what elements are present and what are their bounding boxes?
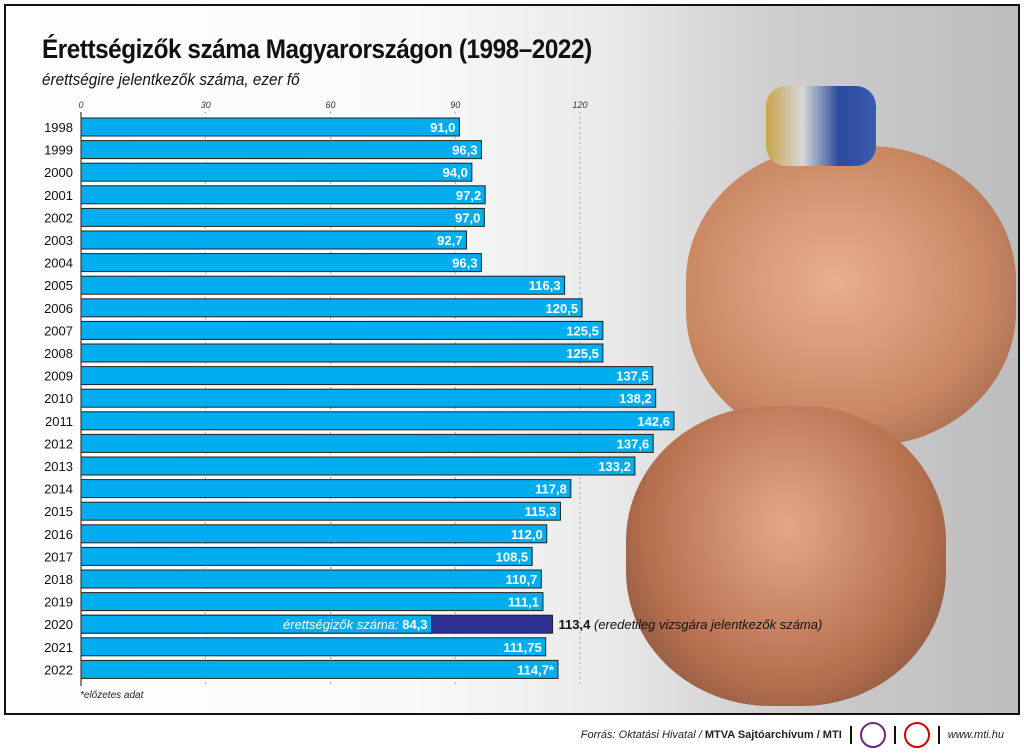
bar-value-label: 96,3 bbox=[452, 143, 477, 158]
y-tick-label: 2019 bbox=[44, 595, 73, 610]
bar bbox=[80, 230, 467, 250]
bar-value-label: 111,1 bbox=[508, 595, 539, 610]
bar bbox=[80, 320, 604, 340]
bar bbox=[80, 343, 604, 363]
bar-value-label: 125,5 bbox=[566, 323, 599, 338]
footnote: *előzetes adat bbox=[80, 690, 144, 701]
bar-chart: 0 30 60 90 120 1998 91,0 1999 96,3 2000 94,0 2001 97… bbox=[44, 100, 823, 686]
bar-value-label: 112,0 bbox=[511, 527, 543, 542]
source-bold: MTVA Sajtóarchívum / MTI bbox=[704, 729, 842, 741]
bar-2020-graduates bbox=[80, 614, 433, 634]
bar bbox=[80, 524, 548, 544]
y-tick-label: 2002 bbox=[44, 210, 73, 225]
bar-value-label: 133,2 bbox=[598, 459, 631, 474]
mti-logo-icon bbox=[903, 722, 930, 748]
bar bbox=[80, 592, 544, 612]
y-tick-label: 2013 bbox=[44, 459, 73, 474]
y-tick-label: 2010 bbox=[44, 391, 73, 406]
bar bbox=[80, 162, 473, 182]
bar-value-label: 91,0 bbox=[430, 120, 455, 135]
bar bbox=[80, 253, 482, 273]
bar bbox=[80, 207, 485, 227]
chart-title: Érettségizők száma Magyarországon (1998–… bbox=[42, 34, 592, 64]
website-link[interactable]: www.mti.hu bbox=[947, 729, 1004, 741]
y-tick-label: 2008 bbox=[44, 346, 73, 361]
bar-value-label: 97,2 bbox=[456, 188, 481, 203]
bar-value-label: 138,2 bbox=[619, 391, 652, 406]
bar bbox=[80, 117, 460, 137]
bar-value-label: 137,5 bbox=[616, 369, 649, 384]
bar bbox=[80, 140, 482, 160]
bar bbox=[80, 501, 561, 521]
bar bbox=[80, 298, 583, 318]
y-tick-label: 2015 bbox=[44, 504, 73, 519]
bar-value-label: 111,75 bbox=[503, 640, 541, 655]
y-tick-label: 2017 bbox=[44, 549, 73, 564]
bar-value-label: 117,8 bbox=[535, 482, 567, 497]
bar-label-2020-graduates: érettségizők száma: 84,3 bbox=[283, 617, 428, 632]
bar bbox=[80, 637, 547, 657]
y-tick-label: 1999 bbox=[44, 143, 73, 158]
bar-value-label: 94,0 bbox=[443, 165, 468, 180]
y-tick-label: 2011 bbox=[45, 414, 73, 429]
hands-photo-lower bbox=[626, 406, 946, 706]
y-tick-label: 2020 bbox=[44, 617, 73, 632]
bar-value-label: 110,7 bbox=[505, 572, 537, 587]
bar bbox=[80, 185, 486, 205]
pens-photo bbox=[766, 86, 876, 166]
bar bbox=[80, 456, 636, 476]
y-tick-label: 2012 bbox=[44, 436, 73, 451]
mtva-logo-icon bbox=[859, 722, 886, 748]
hands-photo bbox=[686, 146, 1016, 446]
y-tick-label: 2001 bbox=[44, 188, 73, 203]
chart-subtitle: érettségire jelentkezők száma, ezer fő bbox=[42, 70, 300, 89]
bar-value-label: 108,5 bbox=[496, 549, 529, 564]
y-tick-label: 2005 bbox=[44, 278, 73, 293]
bar-label-2020-applicants: 113,4 (eredetileg vizsgára jelentkezők s… bbox=[559, 617, 823, 632]
y-tick-label: 2003 bbox=[44, 233, 73, 248]
divider bbox=[937, 726, 940, 744]
y-tick-label: 2006 bbox=[44, 301, 73, 316]
bar bbox=[80, 388, 657, 408]
divider bbox=[893, 726, 896, 744]
bar bbox=[80, 366, 654, 386]
divider bbox=[849, 726, 852, 744]
bar-value-label: 97,0 bbox=[455, 210, 480, 225]
y-tick-label: 2009 bbox=[44, 369, 73, 384]
bar bbox=[80, 433, 654, 453]
y-tick-label: 2018 bbox=[44, 572, 73, 587]
bar bbox=[80, 411, 675, 431]
y-tick-label: 2007 bbox=[44, 323, 73, 338]
bar-value-label: 115,3 bbox=[525, 504, 557, 519]
x-tick-label: 120 bbox=[572, 100, 587, 110]
x-tick-label: 60 bbox=[325, 100, 335, 110]
bar bbox=[80, 479, 572, 499]
bar-value-label: 96,3 bbox=[452, 256, 477, 271]
bar-value-label: 125,5 bbox=[566, 346, 599, 361]
y-tick-label: 2021 bbox=[44, 640, 73, 655]
footer: Forrás: Oktatási Hivatal / MTVA Sajtóarc… bbox=[581, 722, 1004, 748]
bar bbox=[80, 546, 533, 566]
bar-value-label: 120,5 bbox=[546, 301, 579, 316]
bar bbox=[80, 275, 566, 295]
y-tick-label: 2014 bbox=[44, 482, 73, 497]
y-tick-label: 2016 bbox=[44, 527, 73, 542]
x-tick-label: 0 bbox=[78, 100, 83, 110]
bar-value-label: 114,7* bbox=[517, 662, 555, 677]
source-label: Forrás: Oktatási Hivatal / bbox=[580, 729, 705, 741]
bar-value-label: 142,6 bbox=[637, 414, 670, 429]
bar bbox=[80, 659, 559, 679]
y-tick-label: 2022 bbox=[44, 662, 73, 677]
bar bbox=[80, 569, 542, 589]
bar-value-label: 137,6 bbox=[617, 436, 650, 451]
source-text: Forrás: Oktatási Hivatal / MTVA Sajtóarc… bbox=[581, 729, 842, 741]
chart-frame: Érettségizők száma Magyarországon (1998–… bbox=[4, 4, 1020, 715]
x-tick-label: 30 bbox=[201, 100, 211, 110]
x-tick-label: 90 bbox=[450, 100, 460, 110]
y-tick-label: 2004 bbox=[44, 256, 73, 271]
bar-value-label: 116,3 bbox=[529, 278, 561, 293]
bar-value-label: 92,7 bbox=[437, 233, 462, 248]
y-tick-label: 1998 bbox=[44, 120, 73, 135]
y-tick-label: 2000 bbox=[44, 165, 73, 180]
